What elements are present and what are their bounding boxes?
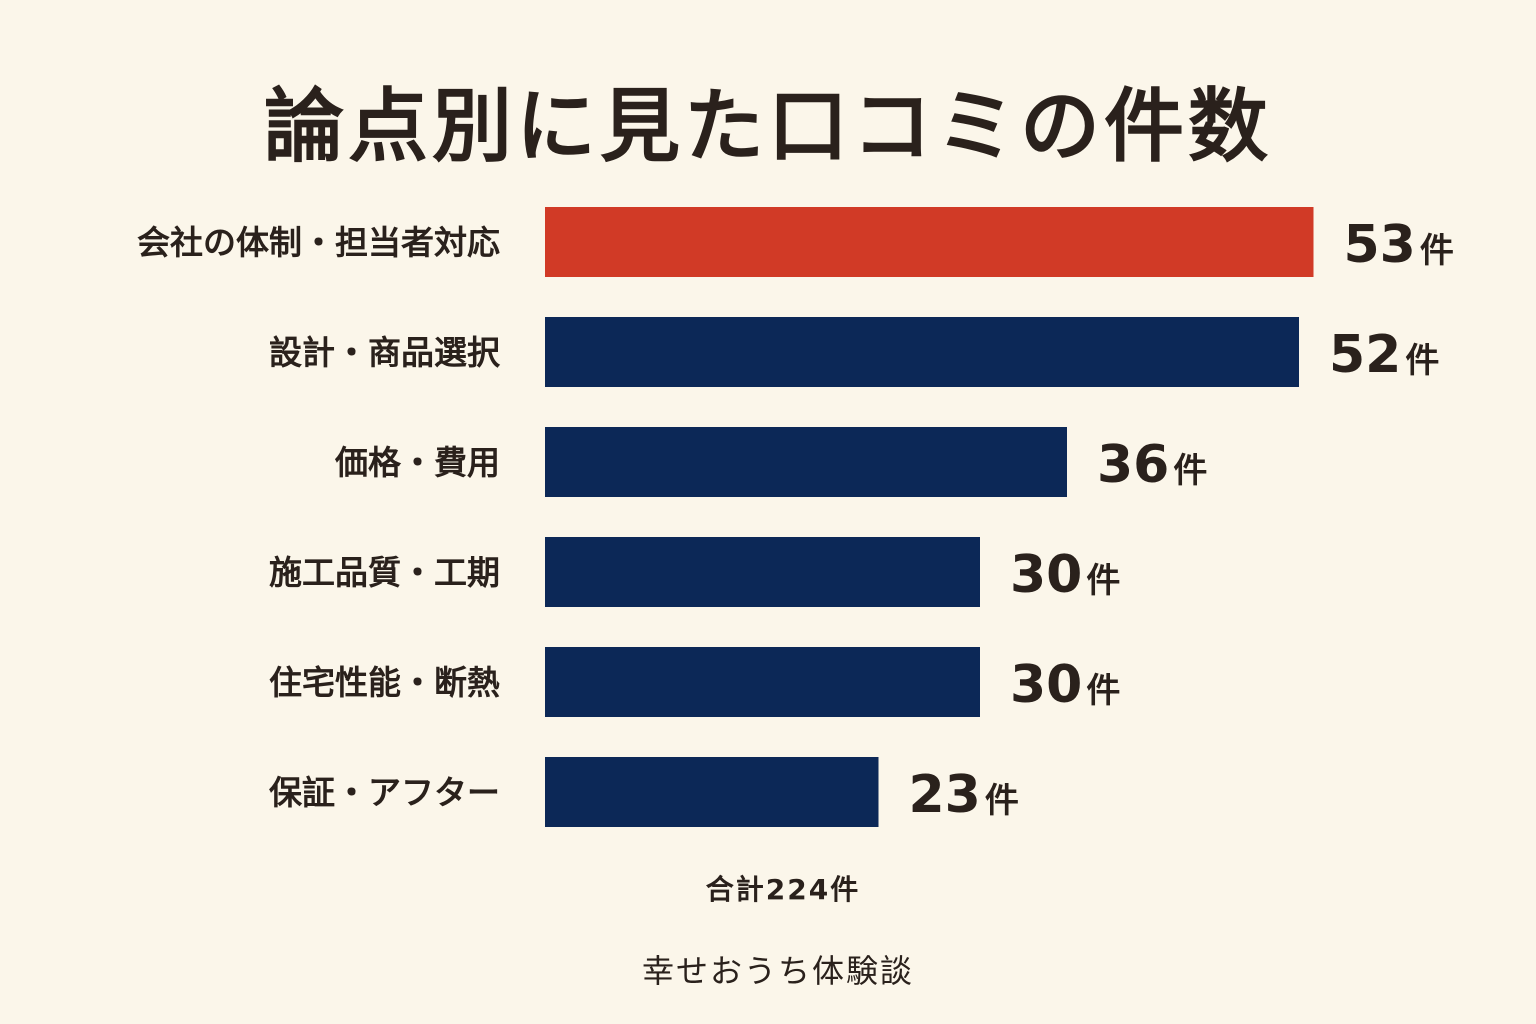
category-label: 価格・費用 — [334, 443, 500, 482]
category-label: 施工品質・工期 — [269, 553, 500, 592]
value-label: 53 件 — [1344, 215, 1454, 275]
bar-2 — [545, 317, 1299, 387]
value-label: 23 件 — [909, 765, 1019, 825]
chart-title: 論点別に見た口コミの件数 — [264, 80, 1272, 173]
total-label: 合計224件 — [705, 873, 861, 906]
bar-3 — [545, 427, 1067, 497]
bar-1 — [545, 207, 1314, 277]
value-label: 30 件 — [1010, 655, 1120, 715]
category-label: 設計・商品選択 — [269, 333, 501, 372]
bar-5 — [545, 647, 980, 717]
category-label: 住宅性能・断熱 — [269, 663, 500, 702]
bar-6 — [545, 757, 879, 827]
value-label: 36 件 — [1097, 435, 1207, 495]
category-label: 保証・アフター — [269, 773, 500, 812]
category-label: 会社の体制・担当者対応 — [137, 223, 500, 262]
source-label: 幸せおうち体験談 — [641, 952, 914, 990]
bar-4 — [545, 537, 980, 607]
value-label: 30 件 — [1010, 545, 1120, 605]
value-label: 52 件 — [1329, 325, 1439, 385]
